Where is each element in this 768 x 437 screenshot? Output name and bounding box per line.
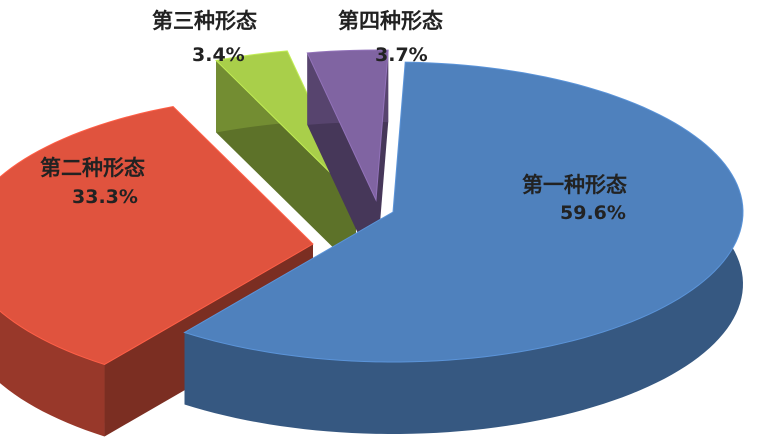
slice-label-1: 第一种形态 (522, 173, 627, 197)
slice-value-2: 33.3% (72, 186, 138, 208)
slice-2-top (0, 105, 314, 366)
pie-slice-4 (306, 49, 389, 273)
slice-value-1: 59.6% (560, 202, 626, 224)
slice-value-3: 3.4% (192, 44, 245, 66)
pie-slice-1 (183, 61, 744, 434)
slice-label-4: 第四种形态 (338, 9, 443, 33)
slice-label-3: 第三种形态 (152, 9, 257, 33)
slice-label-2: 第二种形态 (40, 156, 145, 180)
slice-1-top (183, 61, 744, 363)
slice-value-4: 3.7% (375, 44, 428, 66)
pie-slice-3 (215, 50, 357, 271)
slice-4-top (306, 49, 389, 202)
slice-3-top (215, 50, 357, 199)
